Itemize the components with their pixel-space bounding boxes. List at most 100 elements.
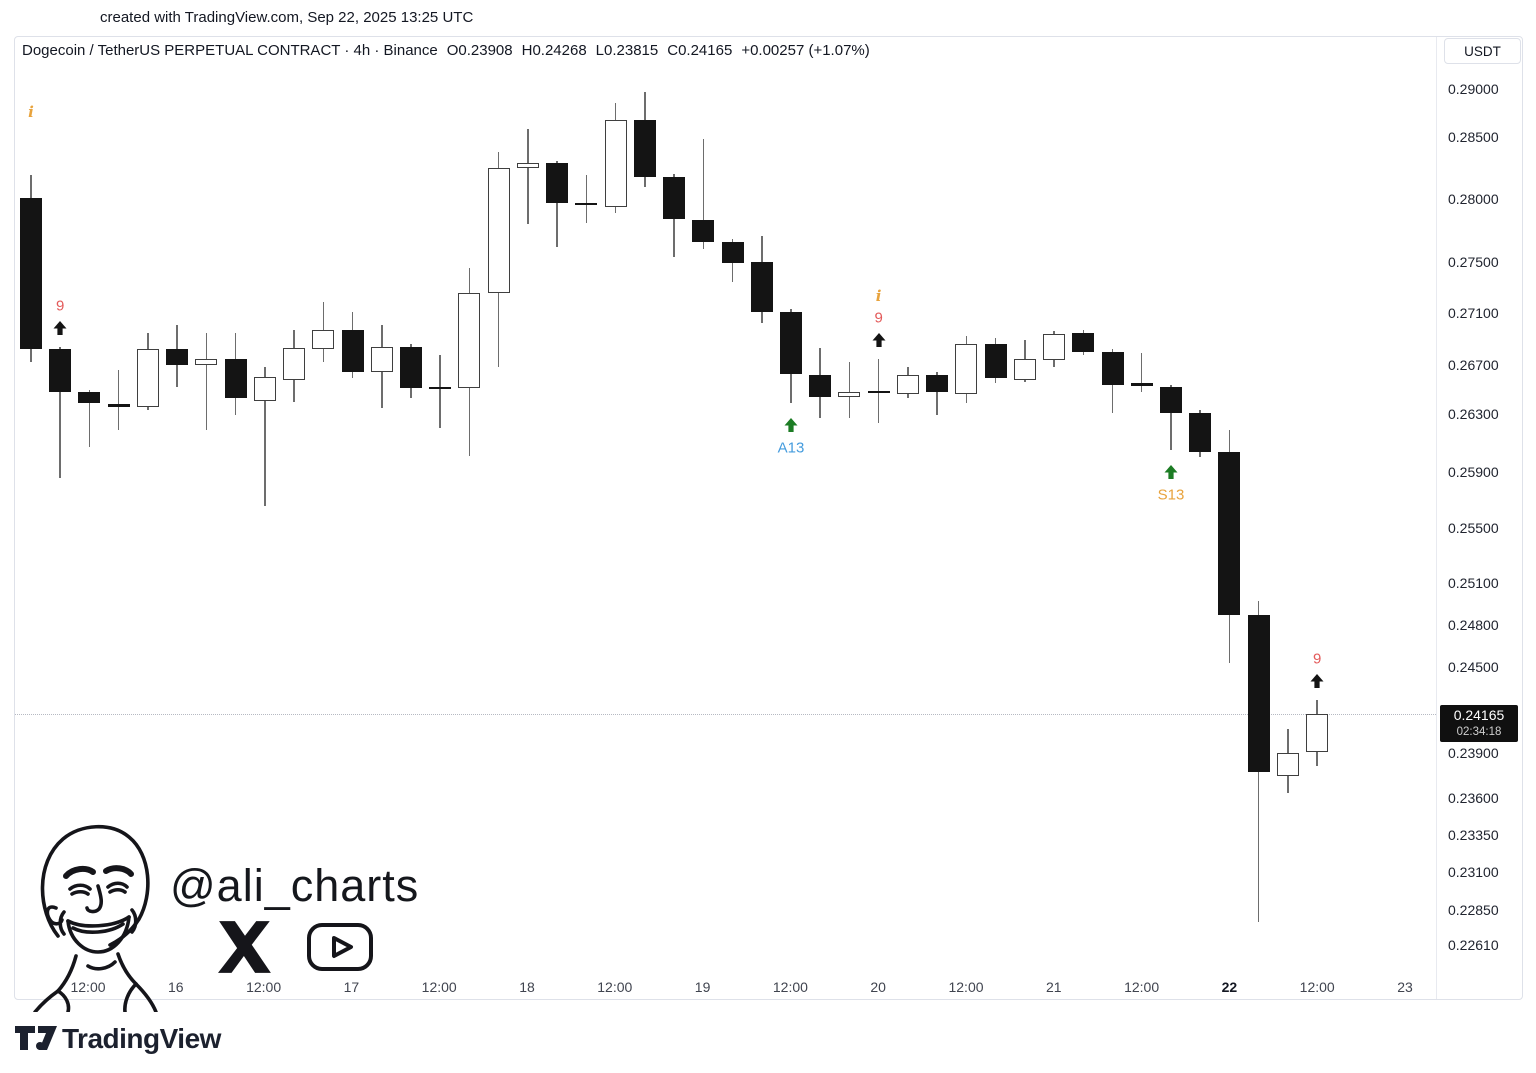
candle-body-up <box>1276 753 1299 776</box>
youtube-logo-icon <box>307 923 373 971</box>
candle-body-up <box>1013 358 1036 380</box>
black-up-arrow-icon <box>1310 673 1324 688</box>
candle-body-down <box>575 202 598 206</box>
candle-body-down <box>399 346 422 389</box>
candle-body-down <box>663 176 686 220</box>
ohlc-open: O0.23908 <box>446 42 513 59</box>
time-tick-label: 20 <box>870 979 886 995</box>
price-tick-label: 0.27100 <box>1448 305 1499 321</box>
price-tick-label: 0.28500 <box>1448 129 1499 145</box>
signal-label-s13: S13 <box>1157 486 1185 504</box>
symbol-title[interactable]: Dogecoin / TetherUS PERPETUAL CONTRACT ·… <box>22 42 438 59</box>
candle-body-down <box>1247 615 1270 773</box>
candle-body-down <box>721 241 744 264</box>
candle-body-up <box>604 119 627 207</box>
price-tick-label: 0.27500 <box>1448 254 1499 270</box>
ohlc-change: +0.00257 (+1.07%) <box>741 42 870 59</box>
x-logo-icon <box>218 921 271 973</box>
price-tick-label: 0.26300 <box>1448 406 1499 422</box>
candle-wick <box>88 389 91 448</box>
watermark-handle: @ali_charts <box>170 860 420 911</box>
candle-body-up <box>955 344 978 395</box>
candle-body-down <box>1159 387 1182 413</box>
price-axis-separator <box>1436 37 1437 999</box>
currency-toggle-button[interactable]: USDT <box>1444 38 1521 64</box>
candle-wick <box>936 372 938 416</box>
candle-body-down <box>867 390 890 394</box>
candle-wick <box>848 362 851 419</box>
signal-label-a13: A13 <box>777 439 805 457</box>
price-tick-label: 0.25100 <box>1448 575 1499 591</box>
candle-body-down <box>224 358 247 399</box>
price-tick-label: 0.24800 <box>1448 617 1499 633</box>
candle-body-up <box>370 346 393 373</box>
black-up-arrow-icon <box>872 332 886 347</box>
time-tick-label: 22 <box>1221 979 1238 995</box>
candle-wick <box>1170 384 1172 451</box>
chart-panel <box>14 36 1523 1000</box>
ohlc-high: H0.24268 <box>521 42 587 59</box>
time-tick-label: 19 <box>694 979 711 995</box>
tradingview-brand-text: TradingView <box>62 1023 221 1054</box>
price-tick-label: 0.24500 <box>1448 659 1499 675</box>
candle-body-down <box>166 349 189 365</box>
candle-body-up <box>283 348 306 380</box>
candle-body-down <box>341 329 364 373</box>
candle-body-up <box>1306 714 1329 752</box>
candle-body-up <box>896 374 919 395</box>
info-icon: i <box>28 103 34 122</box>
candle-body-up <box>1043 333 1066 360</box>
attribution-note: created with TradingView.com, Sep 22, 20… <box>100 9 474 26</box>
price-tick-label: 0.22610 <box>1448 937 1499 953</box>
current-price-value: 0.24165 <box>1453 707 1505 723</box>
time-tick-label: 12:00 <box>597 979 633 995</box>
price-tick-label: 0.29000 <box>1448 81 1499 97</box>
candle-body-down <box>20 197 42 350</box>
candle-body-down <box>926 374 949 392</box>
price-tick-label: 0.26700 <box>1448 357 1499 373</box>
time-tick-label: 12:00 <box>772 979 808 995</box>
candle-body-up <box>458 292 481 389</box>
price-tick-label: 0.23350 <box>1448 827 1499 843</box>
candle-body-down <box>750 262 773 312</box>
price-tick-label: 0.28000 <box>1448 191 1499 207</box>
candle-body-down <box>984 344 1007 379</box>
ohlc-close: C0.24165 <box>667 42 733 59</box>
td-sequential-9-label: 9 <box>56 297 65 315</box>
price-tick-label: 0.23900 <box>1448 745 1499 761</box>
price-tick-label: 0.25500 <box>1448 520 1499 536</box>
face-sketch-watermark <box>33 824 158 1012</box>
candle-body-down <box>429 387 452 390</box>
candle-body-down <box>1189 412 1212 452</box>
time-tick-label: 18 <box>519 979 535 995</box>
price-tick-label: 0.23600 <box>1448 790 1499 806</box>
candle-body-down <box>1101 352 1124 385</box>
candle-wick <box>585 175 588 223</box>
candle-body-down <box>546 163 569 203</box>
candle-body-up <box>253 377 276 401</box>
candle-body-up <box>516 163 539 168</box>
candle-body-down <box>633 119 656 177</box>
tradingview-logo-icon <box>15 1026 57 1050</box>
candle-wick <box>439 354 441 429</box>
countdown-timer: 02:34:18 <box>1456 726 1502 738</box>
candle-body-down <box>692 220 715 242</box>
candle-wick <box>117 369 120 430</box>
ohlc-low: L0.23815 <box>595 42 659 59</box>
candle-wick <box>264 367 266 506</box>
black-up-arrow-icon <box>53 320 67 335</box>
time-tick-label: 12:00 <box>421 979 457 995</box>
candle-body-down <box>107 404 130 407</box>
current-price-line <box>15 714 1436 715</box>
current-price-label: 0.24165 02:34:18 <box>1440 705 1518 742</box>
candle-wick <box>556 160 558 247</box>
green-up-arrow-icon <box>1164 465 1178 480</box>
candle-body-up <box>136 349 159 407</box>
time-tick-label: 16 <box>168 979 184 995</box>
candle-wick <box>702 139 705 250</box>
candle-wick <box>205 332 208 430</box>
candle-body-down <box>1072 332 1095 352</box>
candle-wick <box>1140 353 1143 392</box>
